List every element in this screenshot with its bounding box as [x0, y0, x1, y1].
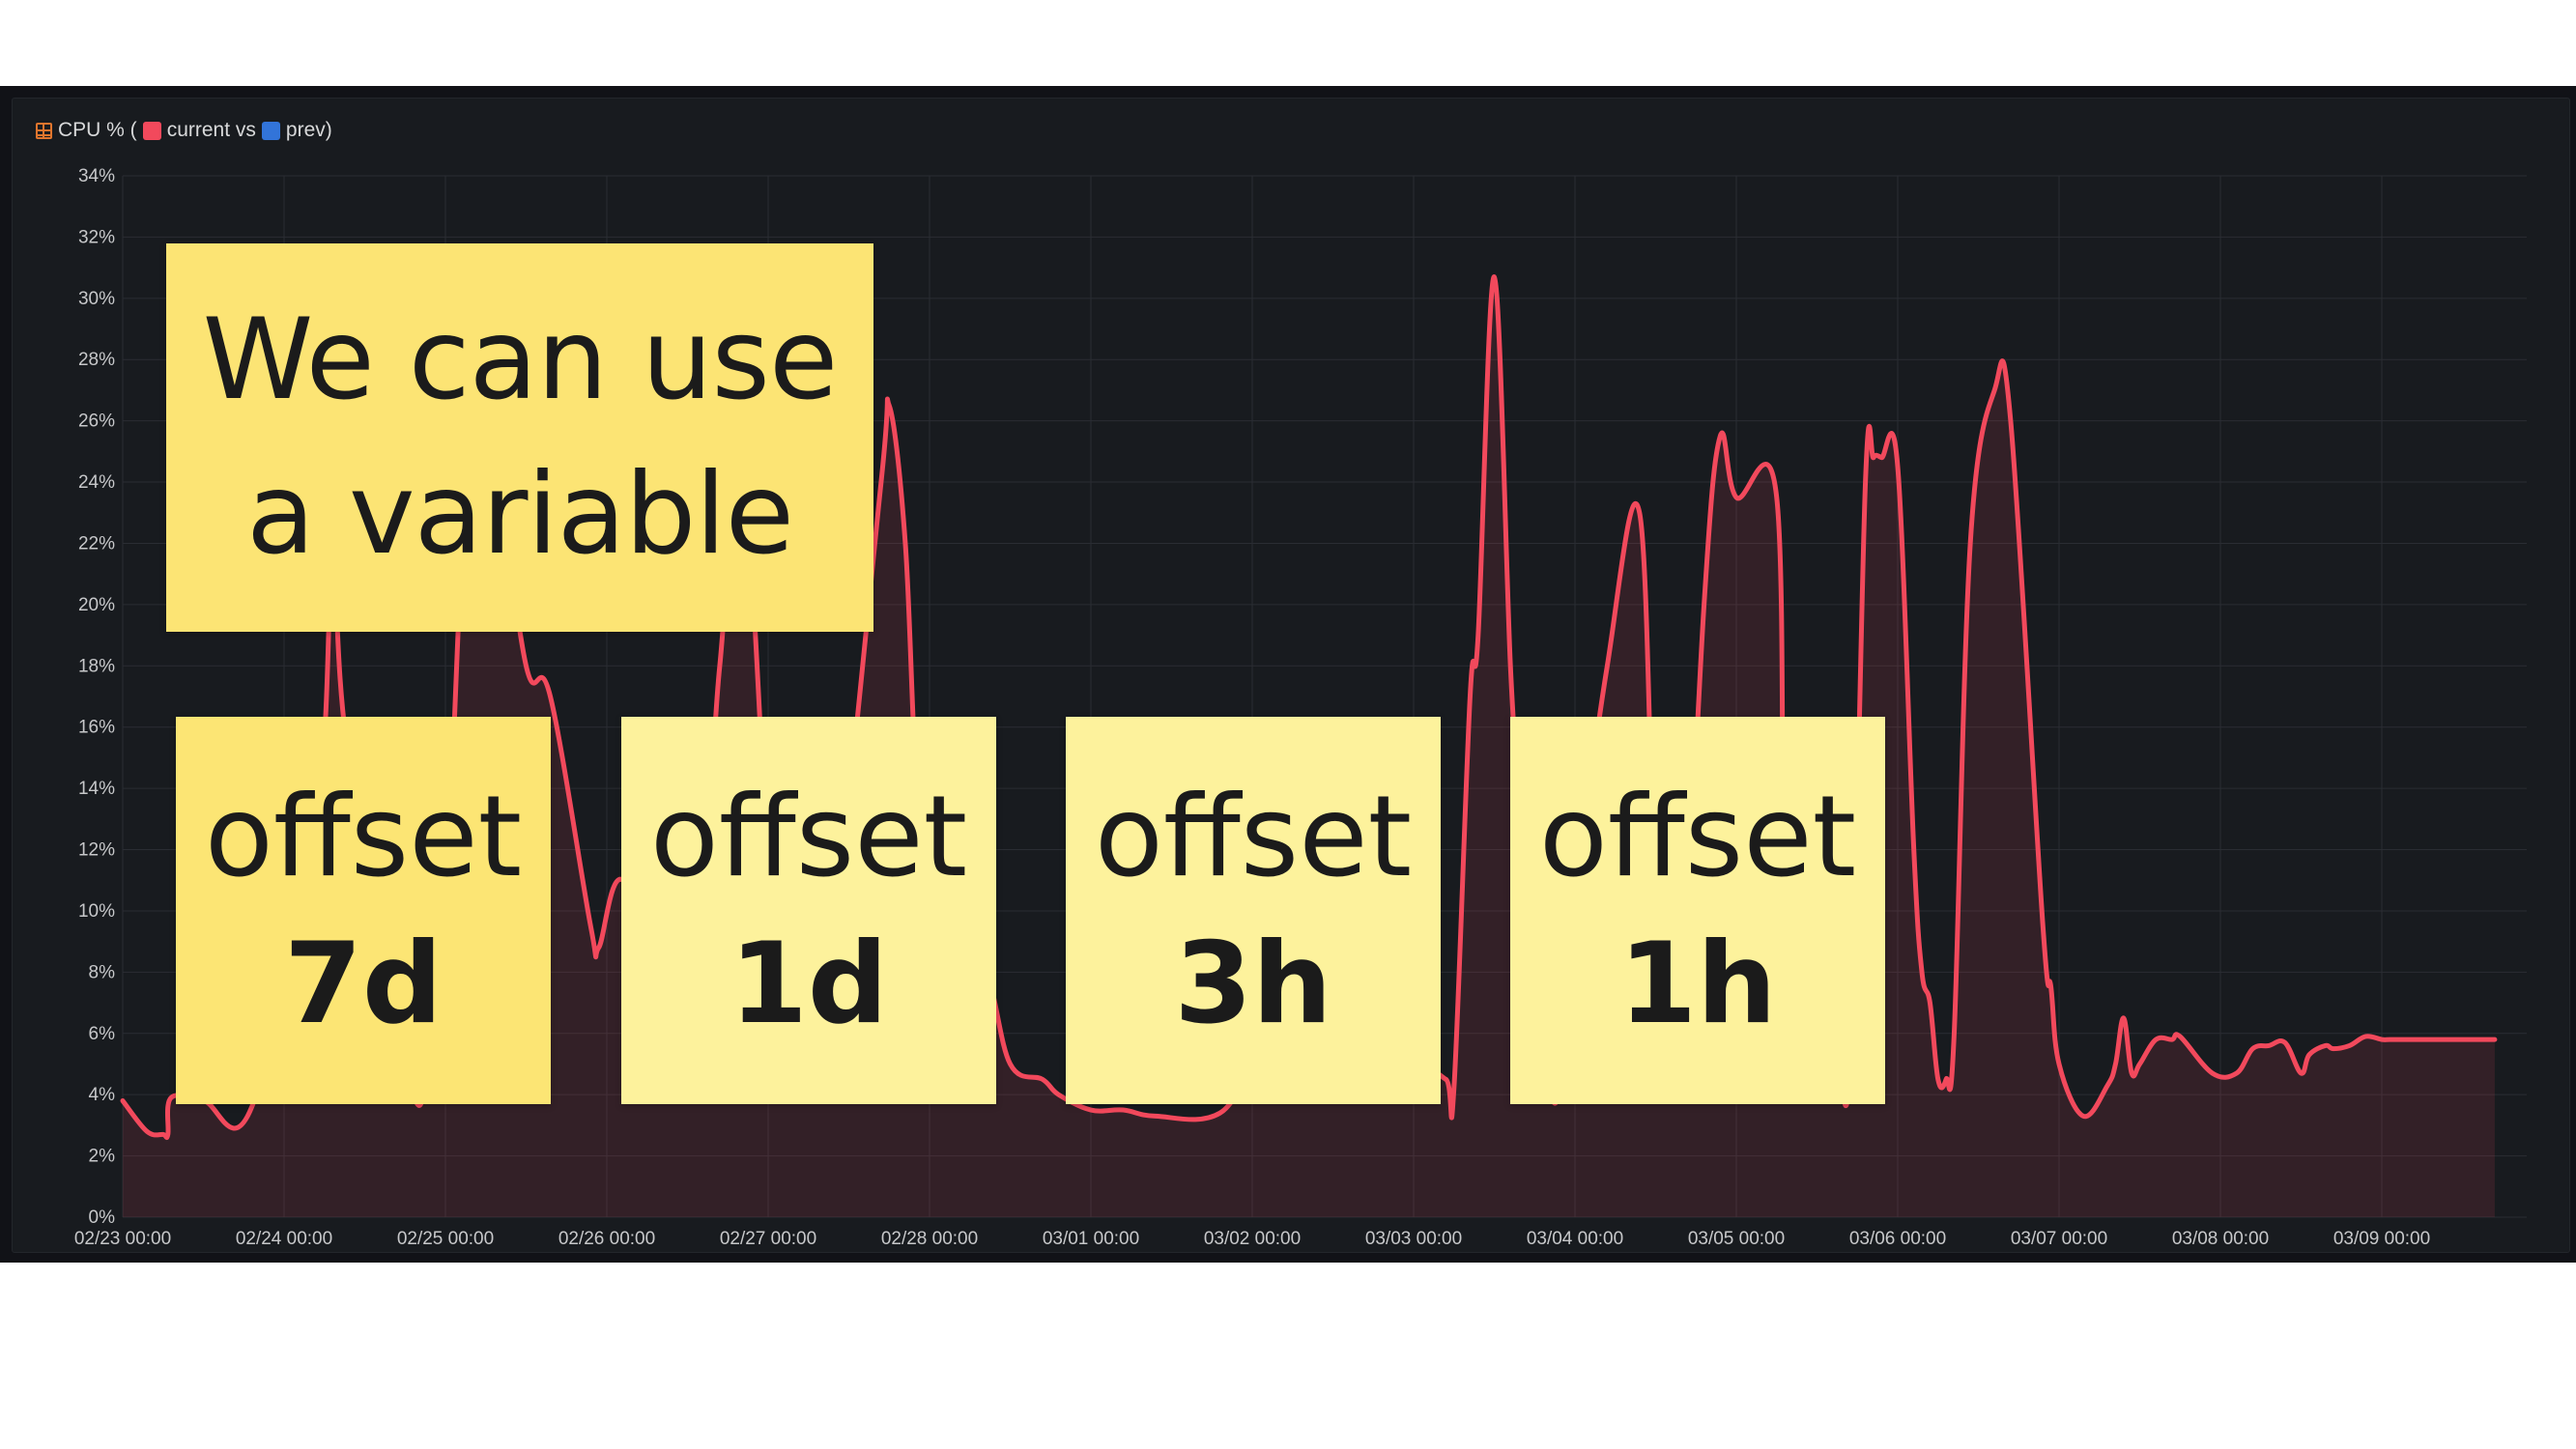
- y-tick-label: 4%: [89, 1085, 116, 1105]
- offset-value: 7d: [284, 918, 443, 1049]
- note-variable-line1: We can use: [202, 295, 839, 425]
- offset-word: offset: [649, 771, 968, 902]
- y-tick-label: 0%: [89, 1208, 116, 1228]
- note-offset-1h: offset 1h: [1510, 717, 1885, 1104]
- note-offset-3h: offset 3h: [1066, 717, 1441, 1104]
- y-tick-label: 20%: [78, 595, 115, 615]
- note-offset-7d: offset 7d: [176, 717, 551, 1104]
- y-tick-label: 10%: [78, 901, 115, 922]
- x-tick-label: 02/25 00:00: [397, 1229, 494, 1249]
- x-tick-label: 02/23 00:00: [74, 1229, 171, 1249]
- note-variable-line2: a variable: [246, 449, 794, 580]
- y-tick-label: 2%: [89, 1147, 116, 1167]
- offset-value: 1d: [730, 918, 888, 1049]
- x-tick-label: 03/08 00:00: [2172, 1229, 2269, 1249]
- x-tick-label: 03/06 00:00: [1849, 1229, 1946, 1249]
- x-tick-label: 02/27 00:00: [720, 1229, 816, 1249]
- y-tick-label: 26%: [78, 412, 115, 432]
- x-tick-label: 03/02 00:00: [1204, 1229, 1301, 1249]
- y-tick-label: 6%: [89, 1024, 116, 1044]
- x-tick-label: 02/24 00:00: [236, 1229, 332, 1249]
- note-offset-1d: offset 1d: [621, 717, 996, 1104]
- x-tick-label: 03/03 00:00: [1365, 1229, 1462, 1249]
- offset-value: 3h: [1174, 918, 1332, 1049]
- y-tick-label: 14%: [78, 779, 115, 799]
- panel-title[interactable]: CPU % ( current vs prev): [36, 115, 332, 146]
- offset-word: offset: [204, 771, 523, 902]
- y-tick-label: 22%: [78, 533, 115, 554]
- y-tick-label: 34%: [78, 166, 115, 186]
- offset-word: offset: [1538, 771, 1857, 902]
- x-tick-label: 03/09 00:00: [2333, 1229, 2430, 1249]
- x-tick-label: 03/07 00:00: [2011, 1229, 2107, 1249]
- current-color-swatch: [142, 121, 161, 140]
- y-tick-label: 32%: [78, 227, 115, 247]
- y-tick-label: 8%: [89, 962, 116, 982]
- title-current-label: current vs: [166, 119, 256, 141]
- offset-value: 1h: [1618, 918, 1777, 1049]
- x-tick-label: 02/26 00:00: [558, 1229, 655, 1249]
- y-tick-label: 24%: [78, 472, 115, 493]
- x-tick-label: 03/04 00:00: [1527, 1229, 1623, 1249]
- x-tick-label: 03/05 00:00: [1688, 1229, 1785, 1249]
- y-tick-label: 12%: [78, 840, 115, 861]
- note-variable: We can use a variable: [166, 243, 873, 632]
- x-tick-label: 02/28 00:00: [881, 1229, 978, 1249]
- y-tick-label: 30%: [78, 289, 115, 309]
- y-tick-label: 28%: [78, 350, 115, 370]
- prev-color-swatch: [261, 121, 280, 140]
- y-tick-label: 16%: [78, 718, 115, 738]
- offset-word: offset: [1094, 771, 1413, 902]
- title-prefix: CPU % (: [58, 119, 137, 141]
- panel-icon: [36, 122, 52, 139]
- x-tick-label: 03/01 00:00: [1043, 1229, 1139, 1249]
- y-tick-label: 18%: [78, 656, 115, 676]
- title-prev-label: prev): [285, 119, 332, 141]
